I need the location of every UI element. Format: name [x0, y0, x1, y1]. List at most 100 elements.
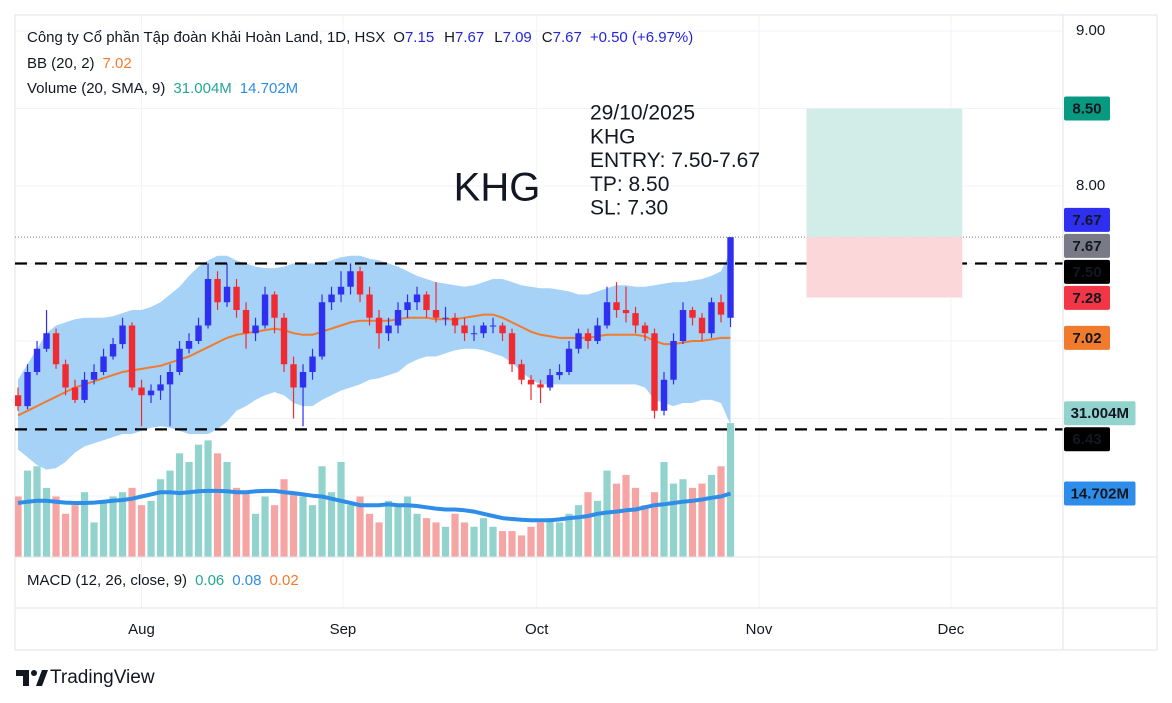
- volume-bar: [308, 505, 317, 557]
- indicator-value: 0.02: [269, 572, 298, 589]
- candle-body: [166, 372, 174, 385]
- volume-bar: [23, 470, 32, 557]
- note-line: TP: 8.50: [590, 173, 669, 196]
- candle-body: [727, 237, 734, 318]
- price-label: 8.50: [1072, 100, 1101, 117]
- volume-bar: [441, 526, 450, 557]
- candle-body: [584, 333, 592, 341]
- candle-body: [128, 325, 136, 388]
- volume-bar: [204, 440, 212, 557]
- volume-bar: [137, 505, 146, 557]
- volume-bar: [432, 522, 440, 557]
- volume-bar: [536, 522, 545, 557]
- volume-bar: [166, 470, 174, 557]
- indicator-value: 0.08: [232, 572, 261, 589]
- volume-bar: [622, 474, 630, 557]
- candle-body: [24, 372, 31, 407]
- volume-bar: [175, 453, 184, 557]
- candle-body: [413, 294, 421, 303]
- volume-bar: [147, 500, 155, 557]
- candle-body: [556, 372, 563, 376]
- x-tick-label: Aug: [128, 621, 155, 638]
- indicator-value: 14.702M: [240, 80, 298, 97]
- candle-body: [432, 310, 440, 318]
- note-line: ENTRY: 7.50-7.67: [590, 149, 760, 172]
- legend-value: 7.15: [405, 29, 434, 46]
- price-label-box: [1064, 207, 1110, 232]
- candle-body: [537, 384, 544, 388]
- volume-bar: [375, 522, 383, 557]
- candle-body: [299, 372, 307, 388]
- x-tick-label: Dec: [938, 621, 965, 638]
- candle-body: [651, 333, 658, 411]
- volume-bar: [555, 522, 564, 557]
- candle-body: [499, 325, 506, 334]
- candle-body: [423, 294, 430, 310]
- candle-body: [689, 310, 696, 318]
- volume-bar: [90, 522, 98, 557]
- volume-bar: [118, 492, 127, 557]
- candle-body: [698, 317, 706, 334]
- volume-bar: [223, 461, 231, 557]
- candle-body: [394, 310, 402, 326]
- volume-bar: [669, 483, 678, 557]
- volume-bar: [346, 505, 355, 557]
- candle-body: [461, 325, 468, 334]
- volume-bar: [194, 444, 203, 557]
- price-label: 7.50: [1072, 264, 1101, 281]
- volume-bar: [384, 500, 393, 557]
- candle-body: [527, 379, 535, 385]
- volume-bar: [451, 513, 459, 557]
- logo: [16, 670, 48, 686]
- legend-value: 7.09: [503, 29, 532, 46]
- volume-bar: [280, 479, 288, 557]
- y-tick-label: 8.00: [1076, 177, 1105, 194]
- legend-key: C: [542, 29, 553, 46]
- indicator-value: 7.02: [103, 55, 132, 72]
- volume-bar: [631, 487, 640, 557]
- candle-body: [252, 325, 259, 334]
- take-profit-zone: [806, 108, 963, 238]
- indicator-name: Volume (20, SMA, 9): [27, 80, 165, 97]
- symbol-annotation: KHG: [454, 166, 541, 210]
- candle-body: [679, 310, 687, 341]
- volume-bar: [156, 479, 165, 557]
- candle-body: [214, 279, 221, 303]
- volume-bar: [650, 492, 659, 557]
- candle-body: [176, 348, 183, 372]
- volume-bar: [565, 513, 573, 557]
- volume-bar: [527, 526, 535, 557]
- volume-bar: [413, 513, 421, 557]
- volume-bar: [479, 518, 488, 557]
- volume-bar: [612, 483, 621, 557]
- volume-bar: [242, 492, 250, 557]
- volume-bar: [584, 492, 592, 557]
- brand: TradingView: [50, 667, 155, 688]
- price-label-box: [1064, 285, 1110, 310]
- price-label-box: [1064, 233, 1110, 258]
- legend-line: BB (20, 2) 7.02: [27, 55, 132, 72]
- volume-bar: [470, 526, 478, 557]
- indicator-name: MACD (12, 26, close, 9): [27, 572, 187, 589]
- candle-body: [318, 302, 326, 357]
- candle-body: [233, 286, 240, 310]
- price-label-box: [1064, 96, 1110, 121]
- bollinger-band: [18, 251, 731, 470]
- volume-bar: [489, 526, 497, 557]
- candle-body: [613, 302, 620, 310]
- price-label: 7.02: [1072, 330, 1101, 347]
- volume-bar: [42, 487, 51, 557]
- candle-body: [43, 333, 50, 349]
- volume-bar: [593, 500, 602, 557]
- x-tick-label: Oct: [525, 621, 549, 638]
- volume-bar: [33, 466, 41, 557]
- legend-key: H: [444, 29, 455, 46]
- candle-body: [404, 302, 411, 310]
- candle-body: [708, 302, 715, 334]
- legend-line: MACD (12, 26, close, 9) 0.06 0.08 0.02: [27, 572, 299, 589]
- volume-bar: [337, 461, 345, 557]
- note-line: KHG: [590, 125, 636, 148]
- axis-labels: Aug Sep Oct Nov Dec 9.00 8.00 8.50 7.67 7.67 7.50 7…: [128, 22, 1136, 638]
- volume-bar: [394, 505, 402, 557]
- note-line: SL: 7.30: [590, 197, 668, 220]
